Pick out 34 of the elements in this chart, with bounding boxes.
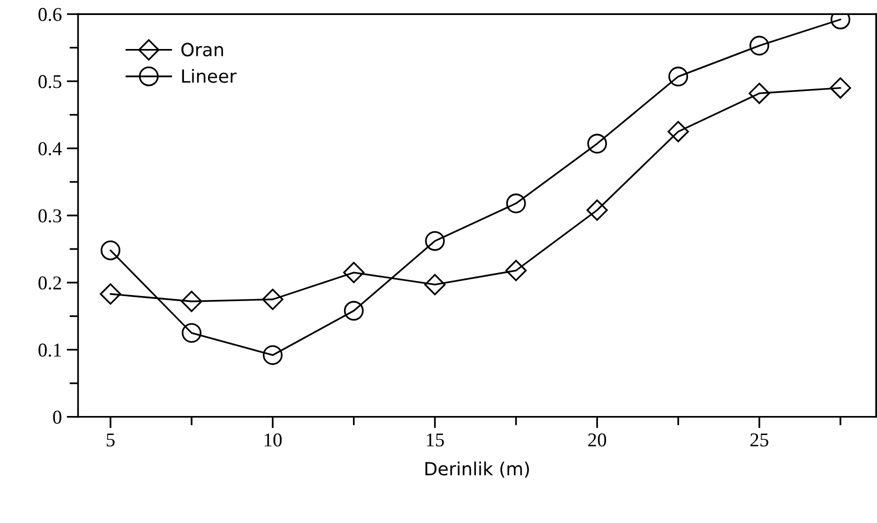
x-tick-label: 5 (106, 434, 115, 446)
x-axis-title: Derinlik (m) (425, 462, 529, 478)
point (668, 120, 689, 142)
point (506, 194, 526, 214)
point (100, 240, 120, 260)
x-tick-label: 10 (264, 433, 282, 446)
x-tick-label: 15 (426, 433, 444, 446)
point (425, 231, 445, 251)
point (343, 262, 364, 284)
y-tick-label: 0.6 (38, 8, 62, 22)
y-tick-label: 0 (53, 410, 62, 424)
point (586, 199, 608, 221)
point (830, 77, 852, 99)
y-tick-label: 0.5 (38, 75, 62, 88)
y-tick-label: 0.4 (38, 142, 62, 156)
x-tick-label: 20 (588, 433, 606, 446)
y-tick-label: 0.3 (38, 209, 62, 222)
x-tick-label: 25 (750, 433, 768, 446)
point (749, 36, 770, 56)
point (587, 134, 607, 154)
point (182, 323, 202, 343)
point (668, 66, 688, 86)
point (344, 300, 364, 321)
legend-label: Lineer (182, 68, 237, 83)
point (748, 82, 770, 104)
point (424, 274, 446, 296)
point (262, 288, 284, 310)
point (262, 345, 283, 365)
legend-label: Oran (181, 42, 224, 56)
point (505, 260, 527, 282)
point (180, 290, 202, 312)
y-tick-label: 0.1 (38, 344, 61, 357)
point (100, 283, 122, 305)
y-tick-label: 0.2 (38, 276, 62, 290)
